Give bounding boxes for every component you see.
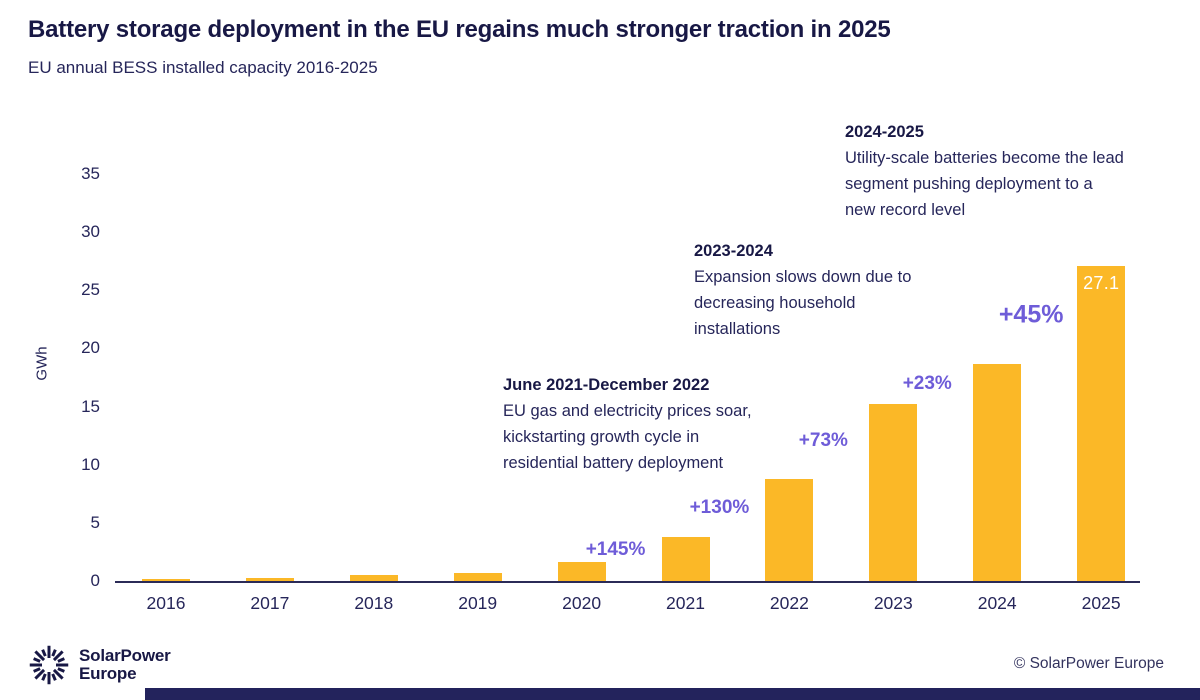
x-tick-2023: 2023 <box>873 593 913 613</box>
bar-2020 <box>557 562 606 581</box>
bar-2025 <box>1077 265 1126 581</box>
footer-bar <box>145 688 1200 700</box>
y-tick-25: 25 <box>81 280 100 300</box>
logo-text: SolarPower Europe <box>79 647 171 683</box>
logo-line1: SolarPower <box>79 646 171 665</box>
y-tick-35: 35 <box>81 163 100 183</box>
bar-2018 <box>349 575 398 581</box>
copyright-text: © SolarPower Europe <box>1013 655 1164 672</box>
growth-label-2022-2023: +73% <box>798 430 848 452</box>
x-tick-2019: 2019 <box>458 593 498 613</box>
bar-2022 <box>765 478 814 581</box>
annotation-heading: June 2021-December 2022 <box>503 376 710 394</box>
annotation-heading: 2023-2024 <box>694 242 773 260</box>
y-tick-30: 30 <box>81 222 100 242</box>
bar-2017 <box>245 577 294 581</box>
bar-2016 <box>142 578 190 581</box>
growth-label-2020-2021: +145% <box>585 538 646 560</box>
annotation-2023-2024: 2023-2024 Expansion slows down due to de… <box>694 238 946 342</box>
annotation-body: EU gas and electricity prices soar, kick… <box>503 402 752 472</box>
solarpower-europe-logo: SolarPower Europe <box>28 644 171 686</box>
growth-label-2023-2024: +23% <box>902 372 952 394</box>
page-title: Battery storage deployment in the EU reg… <box>28 16 891 43</box>
annotation-body: Utility-scale batteries become the lead … <box>845 149 1124 219</box>
x-axis-line <box>115 581 1140 583</box>
x-tick-2021: 2021 <box>666 593 705 613</box>
y-tick-5: 5 <box>90 512 100 532</box>
sunburst-icon <box>28 644 70 686</box>
annotation-2024-2025: 2024-2025 Utility-scale batteries become… <box>845 119 1127 223</box>
annotation-june-2021-december-2022: June 2021-December 2022 EU gas and elect… <box>503 372 779 476</box>
logo-line2: Europe <box>79 664 137 683</box>
x-tick-2016: 2016 <box>146 593 186 613</box>
x-tick-2024: 2024 <box>977 593 1017 613</box>
growth-label-2024-2025: +45% <box>998 300 1064 329</box>
annotation-heading: 2024-2025 <box>845 123 924 141</box>
x-tick-2022: 2022 <box>769 593 809 613</box>
y-tick-10: 10 <box>81 454 100 474</box>
annotation-body: Expansion slows down due to decreasing h… <box>694 268 912 338</box>
x-tick-2018: 2018 <box>354 593 394 613</box>
growth-label-2021-2022: +130% <box>689 496 750 518</box>
bar-2024 <box>973 363 1022 581</box>
y-tick-0: 0 <box>90 571 100 590</box>
x-tick-2017: 2017 <box>250 593 290 613</box>
bar-2023 <box>869 404 918 581</box>
bar-value-2025: 27.1 <box>1083 272 1120 293</box>
x-tick-2020: 2020 <box>562 593 602 613</box>
y-tick-15: 15 <box>81 396 100 416</box>
y-tick-20: 20 <box>81 338 100 358</box>
page-subtitle: EU annual BESS installed capacity 2016-2… <box>28 58 378 77</box>
x-tick-2025: 2025 <box>1081 593 1121 613</box>
bar-2019 <box>453 572 502 581</box>
bar-2021 <box>661 536 710 581</box>
